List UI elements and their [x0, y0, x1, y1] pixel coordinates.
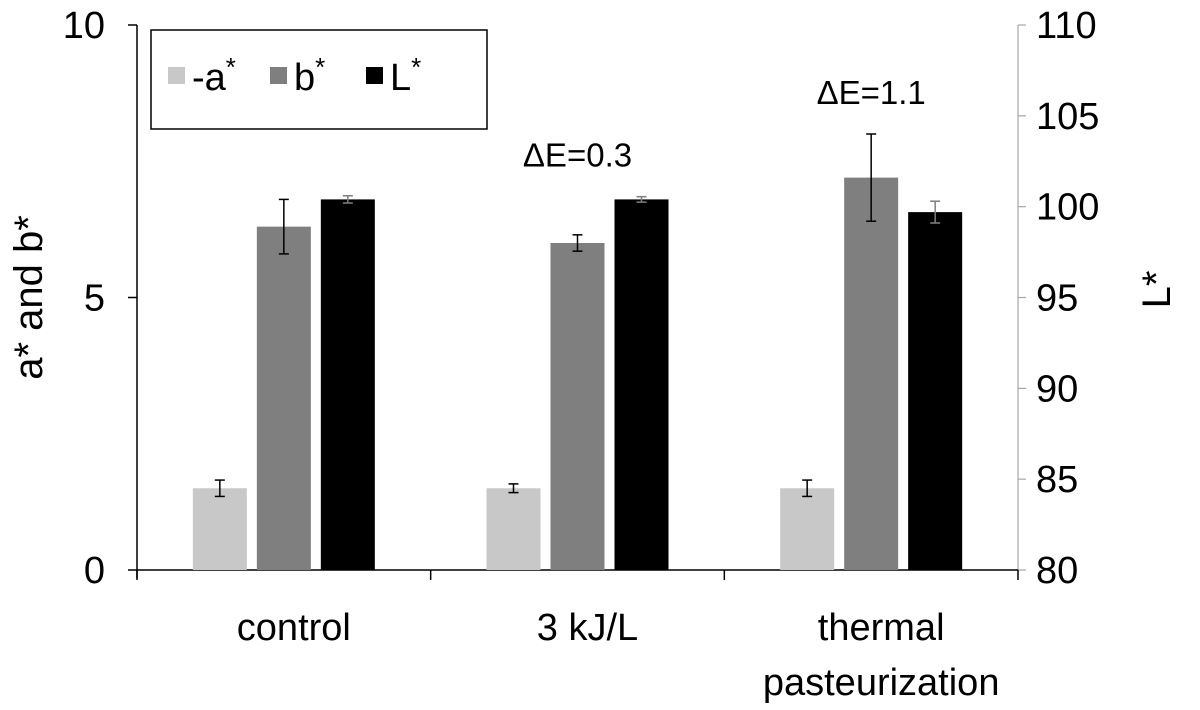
left-axis-title: a* and b*	[7, 215, 51, 380]
left-axis-tick-label: 10	[63, 5, 105, 47]
legend-swatch	[270, 67, 287, 84]
legend-label: -a*	[192, 52, 236, 99]
bar-a-2	[780, 488, 835, 570]
error-bars	[214, 133, 941, 498]
bar-l-0	[320, 199, 375, 570]
right-axis-title: L*	[1135, 271, 1179, 309]
bars	[192, 177, 963, 570]
bar-b-2	[844, 177, 899, 570]
right-axis-tick-label: 80	[1036, 550, 1078, 592]
legend-swatch	[168, 67, 185, 84]
left-axis-tick-label: 5	[84, 278, 105, 320]
right-axis-tick-label: 105	[1036, 96, 1099, 138]
right-axis-tick-label: 85	[1036, 459, 1078, 501]
category-label: 3 kJ/L	[537, 607, 638, 649]
category-label: thermal	[818, 607, 945, 649]
right-axis-tick-label: 110	[1036, 5, 1097, 47]
bar-a-0	[192, 488, 247, 570]
right-axis-tick-label: 95	[1036, 278, 1078, 320]
bar-b-1	[550, 243, 605, 570]
legend-box	[150, 29, 488, 130]
annotation-delta-e: ΔE=1.1	[817, 74, 926, 111]
left-axis-tick-label: 0	[84, 550, 105, 592]
legend: -a* b* L*	[150, 29, 488, 130]
bar-a-1	[486, 488, 541, 570]
annotation-delta-e: ΔE=0.3	[523, 137, 632, 174]
legend-swatch	[366, 67, 383, 84]
legend-label: b*	[294, 52, 325, 99]
bar-l-2	[908, 212, 963, 570]
right-axis-tick-label: 90	[1036, 368, 1078, 410]
legend-label: L*	[390, 52, 421, 99]
category-label: pasteurization	[763, 662, 1000, 704]
bar-b-0	[256, 226, 311, 570]
labels: 0 5 10 80 85 90 95 100 105 110 a* and b* L* control 3…	[7, 5, 1179, 704]
bar-l-1	[614, 199, 669, 570]
category-label: control	[237, 607, 351, 649]
right-axis-tick-label: 100	[1036, 187, 1099, 229]
